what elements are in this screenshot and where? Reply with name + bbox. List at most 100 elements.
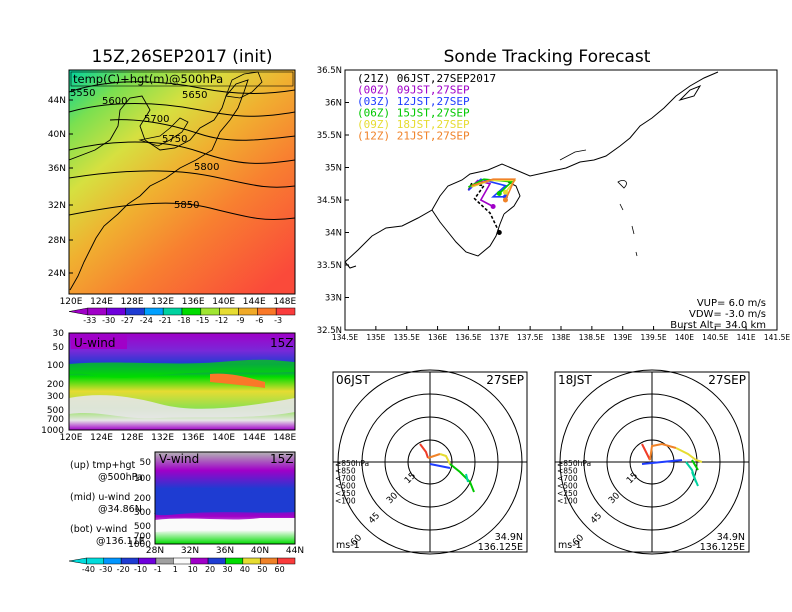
note-line: (bot) v-wind	[70, 524, 127, 535]
pressure-tick-label: 50	[53, 343, 65, 353]
lon-tick-label: 135.5E	[394, 333, 420, 342]
hodo-trace	[641, 459, 683, 465]
colorbar-label: -9	[237, 316, 245, 325]
uwind-lon-ticks: 120E 124E 128E 132E 136E 140E 144E 148E	[60, 433, 297, 443]
contour-label: 5650	[182, 90, 207, 101]
note-line: @34.86N	[98, 504, 142, 515]
pressure-tick-label: 700	[134, 532, 151, 542]
hodo-trace	[649, 442, 677, 461]
tracking-map	[344, 69, 778, 331]
hodo-lon: 136.125E	[478, 542, 523, 553]
hodo-trace	[675, 447, 703, 463]
colorbar-cell	[219, 307, 239, 316]
colorbar-label: 60	[275, 565, 285, 574]
lat-tick-label: 36N	[48, 164, 66, 174]
contour-label: 5800	[194, 162, 219, 173]
colorbar-cell	[207, 557, 226, 565]
lon-tick-label: 128E	[121, 297, 144, 307]
colorbar-cell	[190, 557, 209, 565]
lon-tick-label: 141E	[737, 333, 756, 342]
map-contours	[69, 71, 295, 291]
colorbar-cell	[103, 557, 122, 565]
colorbar-label: -18	[177, 316, 190, 325]
legend-entry: (00Z) 09JST,27SEP	[357, 84, 470, 97]
lon-tick-label: 141.5E	[764, 333, 790, 342]
lon-tick-label: 144E	[243, 433, 266, 443]
track-endpoint	[490, 204, 496, 209]
contour-label: 5700	[144, 114, 169, 125]
track-legend: (21Z) 06JST,27SEP2017(00Z) 09JST,27SEP (0…	[357, 72, 496, 143]
hodo-trace	[429, 463, 451, 469]
colorbar-cell	[259, 557, 278, 565]
colorbar-label: 40	[240, 565, 250, 574]
hodo-unit: ms-1	[558, 540, 582, 551]
colorbar-cell	[144, 307, 164, 316]
colorbar-cell	[238, 307, 258, 316]
colorbar-label: -40	[82, 565, 95, 574]
lon-tick-label: 124E	[90, 433, 113, 443]
temp-map	[68, 69, 296, 295]
vwind-lat-ticks: 28N 32N 36N 40N 44N	[146, 546, 304, 556]
tracking-coastline	[345, 71, 719, 269]
hodo-legend-entry: <850	[557, 467, 578, 476]
colorbar-cell	[120, 557, 139, 565]
legend-entry: (06Z) 15JST,27SEP	[357, 107, 470, 120]
vwind-time: 15Z	[270, 452, 294, 466]
contour-label: 5750	[162, 134, 187, 145]
uwind-time: 15Z	[270, 336, 294, 350]
lon-tick-label: 136.5E	[455, 333, 481, 342]
temp-colorbar: -33 -30 -27 -24 -21 -18 -15 -12 -9 -6 -3	[68, 307, 296, 325]
uwind-panel	[68, 332, 296, 431]
lon-tick-label: 132E	[151, 433, 174, 443]
pressure-tick-label: 30	[53, 329, 65, 339]
hodo-legend-entry: <250	[335, 489, 356, 498]
track-endpoint	[496, 230, 502, 235]
lat-tick-label: 44N	[286, 546, 304, 556]
hodo-legend-entry: ≥850hPa	[557, 459, 591, 468]
colorbar-cell	[155, 557, 174, 565]
colorbar-cell	[86, 557, 105, 565]
contour-labels: 5550 5600 5650 5700 5750 5800 5850	[70, 88, 219, 211]
lat-tick-label: 35N	[325, 164, 342, 174]
pressure-tick-label: 100	[47, 361, 64, 371]
hodo-trace	[685, 461, 699, 487]
lat-tick-label: 28N	[146, 546, 164, 556]
lat-tick-label: 44N	[48, 96, 66, 106]
lon-tick-label: 137E	[490, 333, 509, 342]
colorbar-cell	[242, 557, 261, 565]
colorbar-label: 1	[173, 565, 178, 574]
hodo-legend-entry: <500	[557, 482, 578, 491]
colorbar-cell	[68, 557, 87, 565]
lat-tick-label: 32N	[48, 201, 66, 211]
colorbar-label: -6	[255, 316, 263, 325]
colorbar-label: -33	[83, 316, 96, 325]
pressure-tick-label: 200	[47, 380, 64, 390]
hodo-lat: 34.9N	[717, 532, 745, 543]
lat-tick-label: 33.5N	[317, 261, 342, 271]
legend-entry: (21Z) 06JST,27SEP2017	[357, 72, 496, 85]
sonde-tracks	[467, 178, 517, 235]
map-lat-ticks: 44N 40N 36N 32N 28N 24N	[48, 96, 73, 279]
panel-notes: (up) tmp+hgt @500hPa (mid) u-wind @34.86…	[70, 460, 145, 547]
tracking-lon-ticks: 134.5E 135E 135.5E 136E 136.5E 137E 137.5E 138E…	[332, 326, 790, 342]
lon-tick-label: 144E	[243, 297, 266, 307]
vwind-label: V-wind	[159, 452, 199, 466]
hodo-trace	[449, 463, 475, 493]
track-endpoint	[502, 197, 508, 203]
pressure-tick-label: 500	[134, 522, 151, 532]
map-lon-ticks: 120E 124E 128E 132E 136E 140E 144E 148E	[60, 297, 297, 307]
note-line: @500hPa	[98, 472, 143, 483]
colorbar-cell	[225, 557, 244, 565]
lat-tick-label: 36N	[216, 546, 234, 556]
hodo-legend-entry: <500	[335, 482, 356, 491]
right-title: Sonde Tracking Forecast	[444, 47, 651, 67]
hodo-date: 27SEP	[486, 373, 524, 387]
lon-tick-label: 140E	[212, 297, 235, 307]
lat-tick-label: 32N	[181, 546, 199, 556]
contour-label: 5600	[102, 96, 127, 107]
uwind-label: U-wind	[74, 336, 115, 350]
lat-tick-label: 32.5N	[317, 326, 342, 336]
colorbar-label: -27	[121, 316, 134, 325]
